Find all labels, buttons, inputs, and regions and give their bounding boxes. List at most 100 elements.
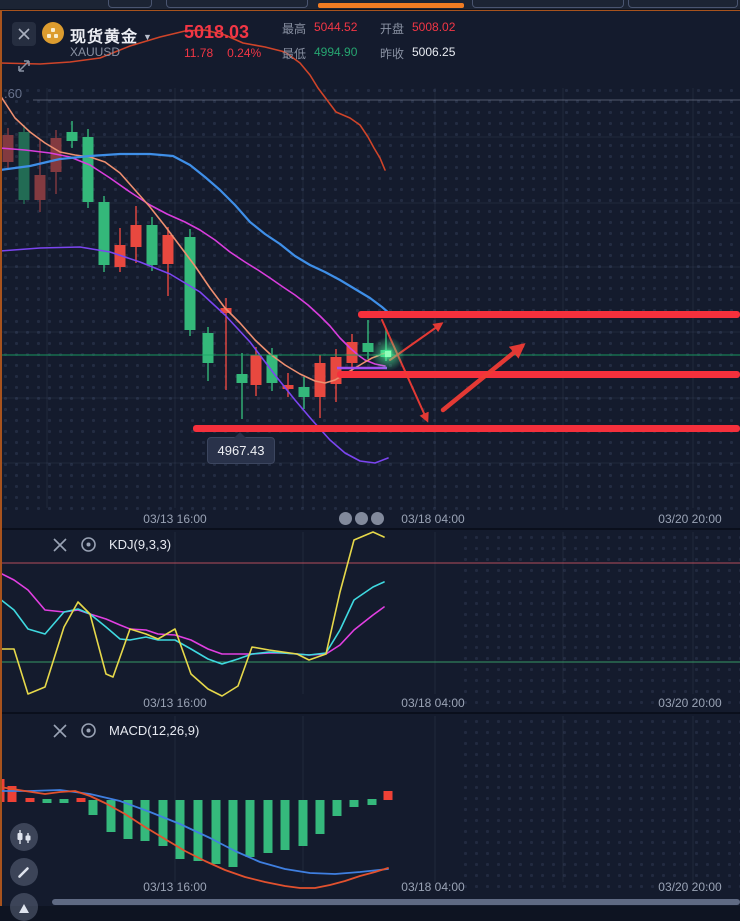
candle-body: [162, 235, 174, 264]
candle-body: [346, 342, 358, 363]
drawn-arrow: [381, 319, 429, 423]
kdj-title: KDJ(9,3,3): [109, 537, 172, 552]
drawn-level-line: [358, 311, 740, 318]
kdj-axis-label-1: 03/13 16:00: [143, 696, 207, 710]
symbol-dropdown[interactable]: 现货黄金 ▼: [70, 23, 153, 47]
drawn-arrow: [440, 343, 526, 413]
macd-bar: [76, 798, 86, 802]
top-ma-curve: [0, 29, 386, 171]
candle-body: [82, 137, 94, 202]
stat-open-value: 5008.02: [412, 20, 456, 34]
candle-body: [282, 385, 294, 389]
macd-axis-label-1: 03/13 16:00: [143, 880, 207, 894]
dropdown-arrow-icon: ▼: [143, 32, 153, 42]
candle-body: [362, 343, 374, 352]
candle-body: [220, 308, 232, 313]
macd-bar: [263, 800, 273, 853]
stat-open-label: 开盘: [380, 22, 405, 36]
ma-blue-line: [0, 152, 392, 316]
macd-settings-icon[interactable]: [80, 722, 97, 739]
kdj-header: KDJ(9,3,3): [52, 536, 171, 553]
macd-bar: [280, 800, 290, 850]
stat-low-value: 4994.90: [314, 45, 358, 59]
last-price: 5018.03: [184, 22, 250, 42]
candle-body: [250, 355, 262, 385]
kdj-k-line: [0, 531, 385, 697]
kdj-j-line: [0, 572, 385, 656]
more-tools-button[interactable]: [10, 893, 38, 921]
pagination-dot-3[interactable]: [371, 512, 384, 525]
candle-body: [314, 363, 326, 397]
active-tab-indicator[interactable]: [318, 3, 464, 8]
dot-pattern-macd: [460, 716, 740, 894]
macd-bar: [193, 800, 203, 861]
macd-title: MACD(12,26,9): [109, 723, 200, 738]
candlestick-icon: [17, 830, 31, 844]
stat-high-value: 5044.52: [314, 20, 358, 34]
candle-body: [146, 225, 158, 265]
candle-body: [34, 175, 46, 200]
macd-bar: [158, 800, 168, 846]
frame-left-border: [0, 10, 2, 906]
macd-axis-label-2: 03/18 04:00: [401, 880, 465, 894]
candle-body: [202, 333, 214, 363]
stat-low-label: 最低: [282, 47, 307, 61]
browser-tab-1[interactable]: [108, 0, 152, 8]
kdj-settings-icon[interactable]: [80, 536, 97, 553]
chart-frame: [0, 10, 740, 906]
price-change: 11.78 0.24%: [184, 46, 261, 60]
macd-bar: [228, 800, 238, 867]
macd-bar: [315, 800, 325, 834]
kdj-axis-label-3: 03/20 20:00: [658, 696, 722, 710]
pagination-dot-1[interactable]: [339, 512, 352, 525]
candle-body: [236, 374, 248, 383]
macd-dif-line: [0, 786, 389, 889]
main-axis-label-3: 03/20 20:00: [658, 512, 722, 526]
expand-button[interactable]: [12, 54, 36, 78]
macd-close-icon[interactable]: [52, 723, 68, 739]
ma-violet-line: [0, 246, 389, 464]
macd-bar: [59, 799, 69, 803]
pagination-dot-2[interactable]: [355, 512, 368, 525]
kdj-d-line: [0, 581, 385, 665]
candle-body: [98, 202, 110, 265]
chart-type-button[interactable]: [10, 823, 38, 851]
stat-high-label: 最高: [282, 22, 307, 36]
price-scale-label: .60: [4, 86, 23, 101]
kdj-axis-label-2: 03/18 04:00: [401, 696, 465, 710]
browser-tab-3[interactable]: [472, 0, 624, 8]
symbol-code: XAUUSD: [70, 45, 121, 59]
macd-bar: [349, 800, 359, 807]
macd-bar: [88, 800, 98, 815]
stat-prevclose-value: 5006.25: [412, 45, 456, 59]
macd-axis-label-3: 03/20 20:00: [658, 880, 722, 894]
close-button[interactable]: [12, 22, 36, 46]
close-icon: [18, 28, 30, 40]
macd-bar: [123, 800, 133, 839]
macd-bar: [7, 786, 17, 802]
macd-bar: [367, 799, 377, 805]
change-percent: 0.24%: [227, 46, 262, 60]
macd-bar: [211, 800, 221, 864]
quote-stats: 最高 5044.52 开盘 5008.02 最低 4994.90 昨收 5006…: [282, 20, 484, 62]
main-axis-label-2: 03/18 04:00: [401, 512, 465, 526]
browser-tab-2[interactable]: [166, 0, 308, 8]
price-level-tooltip: 4967.43: [207, 432, 275, 464]
candle-body: [298, 387, 310, 397]
kdj-close-icon[interactable]: [52, 537, 68, 553]
gold-coin-icon: [42, 22, 64, 44]
candle-body: [266, 355, 278, 383]
bottom-scrollbar[interactable]: [52, 899, 740, 905]
browser-tab-4[interactable]: [628, 0, 738, 8]
macd-bar: [298, 800, 308, 846]
candle-body: [130, 225, 142, 247]
macd-bar: [332, 800, 342, 816]
macd-bar: [25, 798, 35, 802]
macd-bar: [106, 800, 116, 832]
macd-header: MACD(12,26,9): [52, 722, 199, 739]
draw-button[interactable]: [10, 858, 38, 886]
pencil-icon: [18, 867, 29, 878]
expand-arrows-icon: [18, 60, 30, 72]
